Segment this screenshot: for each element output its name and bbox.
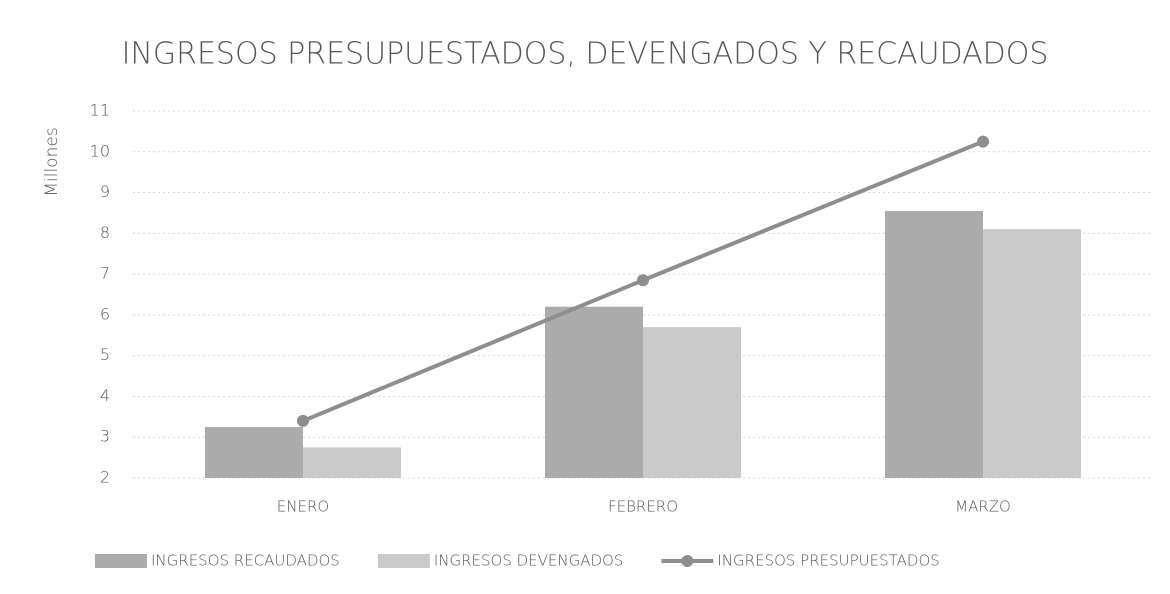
- bar: [545, 306, 643, 478]
- bar: [643, 327, 741, 478]
- legend-label: INGRESOS RECAUDADOS: [151, 552, 340, 570]
- y-tick-label: 9: [100, 182, 110, 201]
- line-marker: [297, 414, 309, 427]
- x-tick-label: ENERO: [277, 498, 329, 516]
- legend-swatch: [377, 554, 430, 568]
- y-tick-label: 5: [100, 345, 110, 364]
- chart-title: INGRESOS PRESUPUESTADOS, DEVENGADOS Y RE…: [122, 37, 1049, 72]
- y-tick-label: 11: [90, 101, 110, 120]
- y-tick-label: 2: [100, 468, 110, 487]
- y-tick-label: 8: [100, 223, 110, 242]
- bar: [205, 427, 303, 478]
- bar: [303, 447, 401, 478]
- legend-swatch-marker: [681, 555, 694, 567]
- legend-label: INGRESOS PRESUPUESTADOS: [717, 552, 939, 570]
- y-tick-label: 6: [100, 304, 110, 323]
- legend-label: INGRESOS DEVENGADOS: [434, 552, 624, 570]
- y-axis-label: Millones: [42, 127, 62, 196]
- legend-swatch: [95, 554, 147, 568]
- x-tick-label: FEBRERO: [608, 498, 678, 516]
- y-tick-label: 3: [100, 427, 110, 446]
- bar: [983, 229, 1081, 478]
- y-tick-label: 10: [90, 141, 110, 160]
- x-tick-label: MARZO: [955, 498, 1011, 516]
- bar: [885, 210, 983, 478]
- line-marker: [637, 274, 649, 287]
- y-tick-label: 7: [100, 264, 110, 283]
- y-tick-label: 4: [100, 386, 110, 405]
- line-marker: [977, 135, 989, 148]
